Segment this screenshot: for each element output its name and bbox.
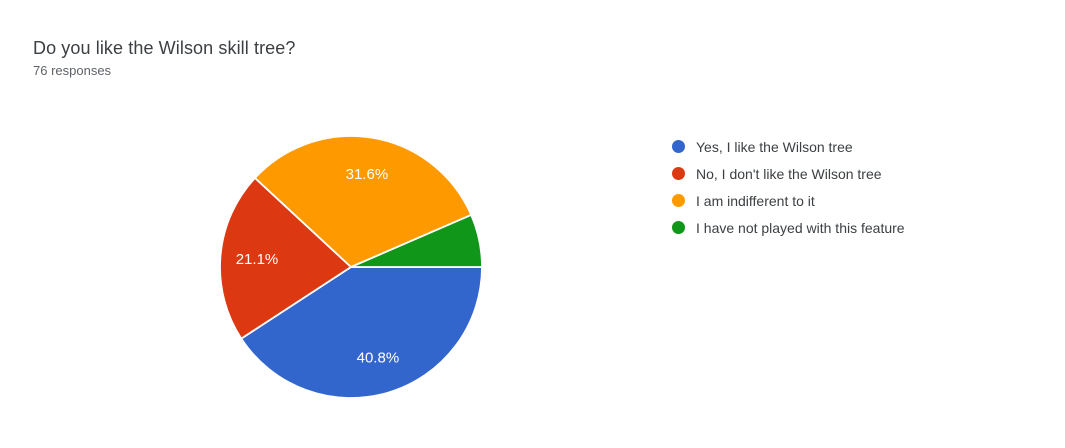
legend-item-not-played: I have not played with this feature	[672, 214, 905, 241]
pie-chart-container: 40.8% 21.1% 31.6%	[211, 127, 491, 407]
legend-color-dot	[672, 140, 685, 153]
pie-slice-indifferent[interactable]	[254, 135, 473, 268]
pie-slice-no[interactable]	[219, 177, 352, 340]
legend-item-label: I am indifferent to it	[696, 192, 815, 209]
legend-item-label: No, I don't like the Wilson tree	[696, 165, 882, 182]
pie-slice-not-played[interactable]	[350, 214, 483, 268]
question-title: Do you like the Wilson skill tree?	[33, 38, 296, 58]
legend-color-dot	[672, 221, 685, 234]
pie-chart[interactable]: 40.8% 21.1% 31.6%	[211, 127, 491, 407]
legend-color-dot	[672, 194, 685, 207]
legend-item-indifferent: I am indifferent to it	[672, 187, 905, 214]
legend-item-no: No, I don't like the Wilson tree	[672, 160, 905, 187]
legend-item-label: Yes, I like the Wilson tree	[696, 138, 853, 155]
legend-item-label: I have not played with this feature	[696, 219, 905, 236]
pie-slice-label-yes: 40.8%	[357, 349, 400, 366]
pie-slice-label-indifferent: 31.6%	[346, 166, 389, 183]
legend-item-yes: Yes, I like the Wilson tree	[672, 133, 905, 160]
pie-slice-label-no: 21.1%	[236, 251, 279, 268]
chart-legend: Yes, I like the Wilson tree No, I don't …	[672, 133, 905, 241]
response-count: 76 responses	[33, 63, 112, 78]
legend-color-dot	[672, 167, 685, 180]
